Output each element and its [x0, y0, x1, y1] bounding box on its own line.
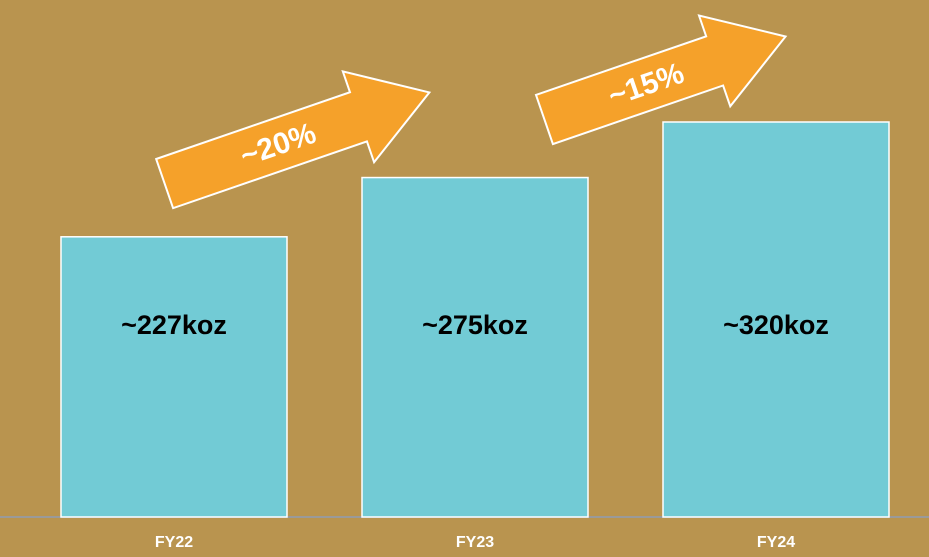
value-label: ~320koz [723, 310, 829, 340]
bar [60, 236, 288, 518]
x-tick-label: FY23 [456, 534, 494, 551]
x-tick-label: FY22 [155, 534, 193, 551]
value-label: ~227koz [121, 310, 227, 340]
arrow-shape [534, 14, 788, 146]
bar [662, 121, 890, 518]
arrow-shape [154, 70, 432, 210]
x-tick-label: FY24 [757, 534, 795, 551]
value-label: ~275koz [422, 310, 528, 340]
bar [361, 176, 589, 518]
